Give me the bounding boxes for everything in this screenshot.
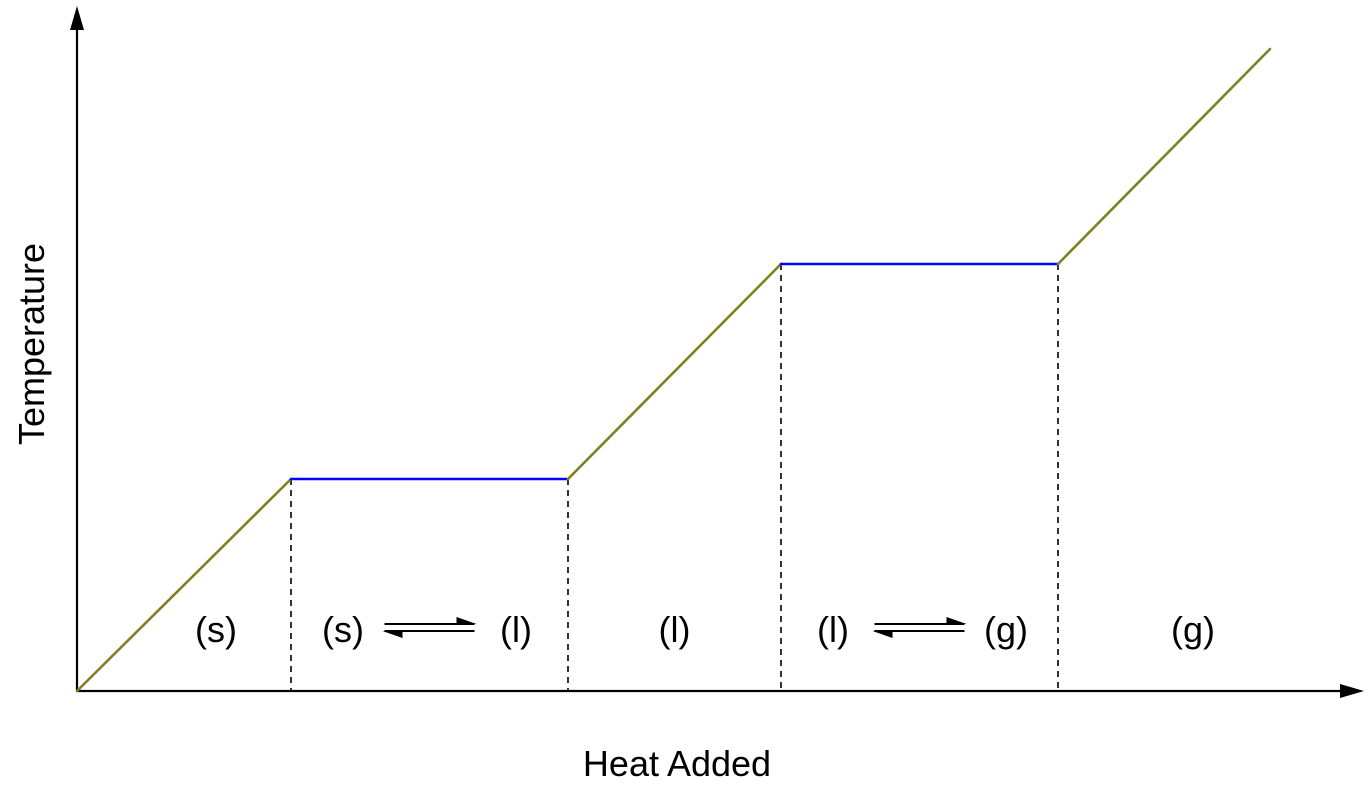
phase-label: (l): [817, 609, 849, 650]
phase-label: (g): [984, 609, 1028, 650]
phase-label: (s): [195, 609, 237, 650]
axes: [70, 6, 1364, 698]
y-axis-label: Temperature: [11, 243, 52, 445]
equilibrium-arrows-icon: [382, 617, 477, 638]
phase-label: (l): [500, 609, 532, 650]
phase-boundaries: [290, 264, 1059, 691]
sloped-segment: [566, 262, 783, 481]
x-axis-label: Heat Added: [583, 743, 771, 784]
equilibrium-arrows-icon: [872, 617, 967, 638]
phase-label: (s): [322, 609, 364, 650]
heating-curve: [75, 47, 1272, 693]
y-axis-arrowhead: [70, 6, 84, 30]
x-axis-arrowhead: [1340, 684, 1364, 698]
sloped-segment: [1056, 47, 1272, 266]
phase-label: (l): [659, 609, 691, 650]
phase-regions: (s) (s) (l) (l) (l) (g) (g): [195, 609, 1215, 650]
sloped-segment: [75, 477, 293, 693]
phase-label: (g): [1171, 609, 1215, 650]
